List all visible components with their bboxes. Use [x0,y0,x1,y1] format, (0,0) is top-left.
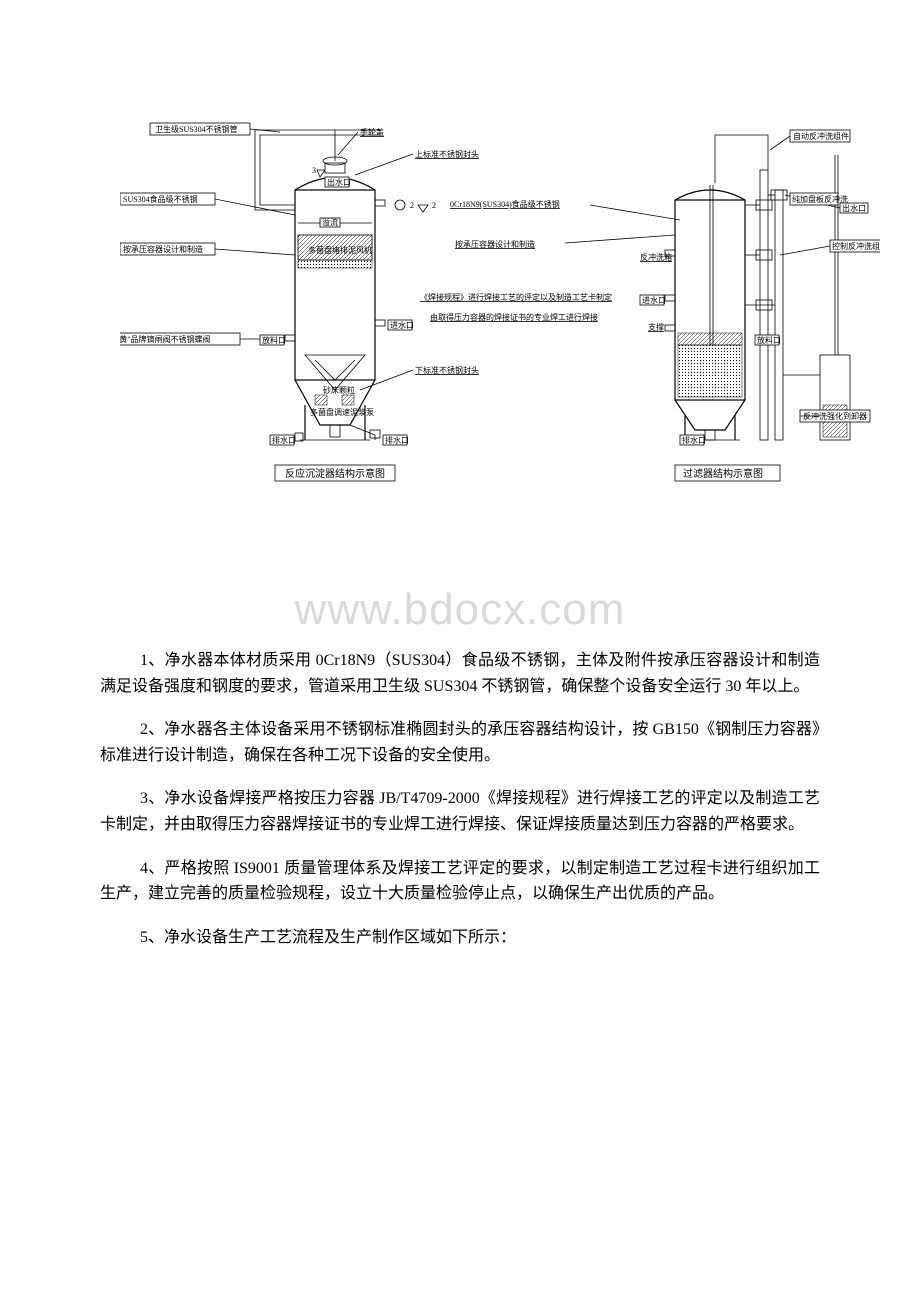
svg-text:2: 2 [432,201,436,210]
label-auto-backwash: 自动反冲洗组件 [793,131,849,141]
paragraph-2: 2、净水器各主体设备采用不锈钢标准椭圆封头的承压容器结构设计，按 GB150《钢… [100,717,820,768]
label-drain-r: 放料口 [757,335,781,345]
left-caption: 反应沉淀器结构示意图 [285,467,385,480]
diagram-svg: 3 2 2 卫生级SUS304不锈钢管 SUS304食品级不锈钢 按承压容器设计… [120,95,880,495]
label-pipe: 卫生级SUS304不锈钢管 [155,124,238,134]
label-fill-layer: 砂床颗粒 [323,385,355,395]
label-filter-bottom: 多菌盘调速泥浆泵 [310,407,374,417]
label-material: SUS304食品级不锈钢 [123,194,198,204]
label-drain-water-r: 排水口 [385,435,409,445]
label-material-right: 0Cr18N9(SUS304)食品级不锈钢 [450,199,560,209]
label-overflow: 溢流 [322,217,338,227]
label-water-in-r: 进水口 [642,295,666,305]
right-caption: 过滤器结构示意图 [683,467,763,480]
label-drain-water-r2: 排水口 [682,435,706,445]
label-backwash-box: 反冲洗箱 [640,252,672,262]
label-support: 支撑 [648,322,664,332]
label-bottom-head: 下标准不锈钢封头 [415,365,479,375]
callout-3: 3 [312,166,316,175]
label-weld-spec: 《焊接规程》进行焊接工艺的评定以及制造工艺卡制定 [420,292,612,302]
label-vessel-design-left: 按承压容器设计和制造 [123,244,203,254]
label-top-head: 上标准不锈钢封头 [415,149,479,159]
label-water-out-r: 出水口 [842,203,866,213]
label-filter-top: 多菌盘堵排泥风机 [308,245,372,255]
label-drain-left: 放料口 [262,335,286,345]
label-backwash-valve: 纯加盘板反冲洗 [792,194,848,204]
left-vessel: 3 2 2 卫生级SUS304不锈钢管 SUS304食品级不锈钢 按承压容器设计… [120,123,479,445]
watermark: www.bdocx.com [0,585,920,635]
paragraph-1: 1、净水器本体材质采用 0Cr18N9（SUS304）食品级不锈钢，主体及附件按… [100,648,820,699]
label-drain-water-l: 排水口 [272,435,296,445]
callout-2: 2 [410,201,414,210]
technical-diagram: 3 2 2 卫生级SUS304不锈钢管 SUS304食品级不锈钢 按承压容器设计… [120,95,880,495]
label-water-in: 进水口 [390,320,414,330]
paragraph-3: 3、净水设备焊接严格按压力容器 JB/T4709-2000《焊接规程》进行焊接工… [100,786,820,837]
label-vessel-design-right: 按承压容器设计和制造 [455,239,535,249]
label-control-backwash: 控制反冲洗组件 [832,241,880,251]
document-text: 1、净水器本体材质采用 0Cr18N9（SUS304）食品级不锈钢，主体及附件按… [100,648,820,968]
label-weld-cert: 由取得压力容器的焊接证书的专业焊工进行焊接 [430,312,598,322]
label-water-out-top: 出水口 [327,177,351,187]
label-valve: "炎黄"品牌镝闸阀不锈钢蝶阀 [120,334,211,344]
label-handwheel: 手轮盖 [360,127,384,137]
paragraph-4: 4、严格按照 IS9001 质量管理体系及焊接工艺评定的要求，以制定制造工艺过程… [100,856,820,907]
paragraph-5: 5、净水设备生产工艺流程及生产制作区域如下所示： [100,925,820,951]
right-vessel: 自动反冲洗组件 出水口 纯加盘板反冲洗 控制反冲洗组件 反冲洗箱 进水口 支撑 … [640,130,880,445]
